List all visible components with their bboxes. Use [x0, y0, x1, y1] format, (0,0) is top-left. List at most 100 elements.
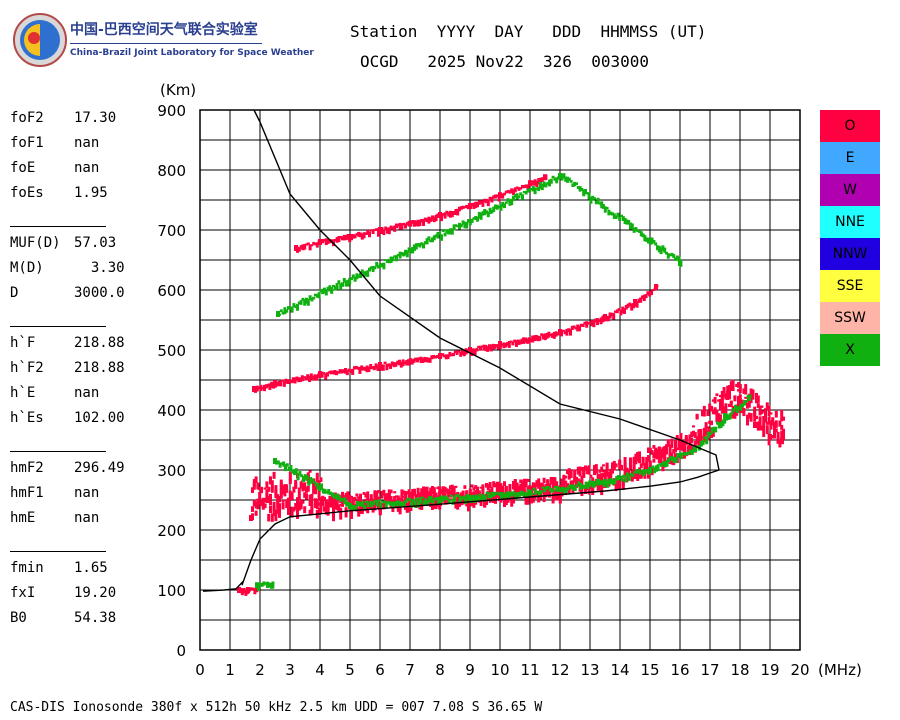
echo-mark-o [448, 351, 452, 357]
echo-mark-x [496, 491, 500, 495]
y-tick-label: 200 [157, 522, 186, 540]
echo-mark-o [393, 491, 397, 494]
echo-mark-x [518, 492, 521, 497]
echo-mark-o [287, 502, 290, 508]
echo-mark-x [478, 493, 482, 499]
footer-info: CAS-DIS Ionosonde 380f x 512h 50 kHz 2.5… [10, 700, 543, 715]
param-label: h`F [10, 335, 36, 351]
echo-mark-x [390, 501, 394, 507]
echo-mark-x [524, 191, 528, 195]
echo-mark-o [285, 484, 289, 491]
echo-mark-o [481, 200, 485, 207]
echo-mark-o [476, 490, 479, 494]
echo-mark-o [303, 506, 307, 514]
param-value: 57.03 [74, 235, 117, 251]
echo-mark-x [398, 251, 402, 259]
echo-mark-x [560, 173, 564, 181]
echo-mark-x [573, 486, 577, 491]
echo-mark-o [477, 345, 481, 349]
echo-mark-o [259, 384, 263, 392]
echo-mark-o [294, 502, 298, 510]
echo-point-o [780, 438, 784, 445]
echo-mark-x [584, 481, 588, 488]
echo-mark-o [512, 189, 515, 196]
echo-mark-o [353, 234, 357, 239]
echo-mark-x [440, 234, 443, 241]
param-label: hmF1 [10, 485, 44, 501]
x-tick-label: 4 [315, 661, 325, 679]
echo-mark-x [456, 225, 460, 228]
echo-mark-o [286, 379, 290, 385]
echo-mark-o [713, 408, 717, 415]
echo-mark-o [515, 340, 518, 347]
echo-mark-x [334, 495, 338, 499]
echo-mark-x [350, 277, 353, 280]
echo-mark-x [609, 211, 613, 216]
echo-mark-o [749, 388, 753, 396]
echo-mark-o [746, 415, 749, 423]
echo-mark-o [737, 395, 740, 408]
echo-mark-x [640, 469, 644, 473]
echo-mark-x [296, 473, 300, 481]
echo-mark-o [643, 463, 647, 467]
echo-point-o [558, 329, 562, 335]
echo-mark-o [449, 490, 452, 498]
echo-mark-o [479, 498, 483, 507]
echo-mark-o [405, 503, 409, 513]
echo-mark-o [364, 232, 368, 235]
echo-mark-o [475, 347, 479, 352]
echo-mark-o [384, 494, 388, 506]
echo-mark-o [400, 223, 404, 230]
echo-mark-o [551, 333, 554, 338]
echo-mark-o [486, 346, 490, 352]
echo-mark-o [258, 491, 262, 495]
echo-mark-o [534, 334, 538, 341]
echo-mark-x [690, 449, 694, 455]
echo-mark-o [675, 434, 679, 441]
echo-mark-o [663, 452, 667, 460]
echo-mark-x [598, 202, 602, 205]
echo-mark-o [504, 343, 508, 348]
echo-mark-o [429, 217, 433, 222]
echo-mark-o [596, 318, 599, 326]
echo-mark-x [645, 469, 649, 473]
x-tick-label: 18 [730, 661, 749, 679]
echo-mark-o [778, 439, 782, 445]
param-value: 1.65 [74, 560, 108, 576]
echo-mark-o [472, 499, 476, 508]
echo-mark-o [261, 505, 265, 509]
echo-mark-x [674, 456, 678, 463]
echo-mark-x [661, 245, 665, 251]
echo-mark-o [710, 420, 713, 426]
echo-mark-o [512, 481, 515, 490]
y-tick-label: 300 [157, 462, 186, 480]
echo-mark-o [305, 243, 308, 246]
echo-mark-o [274, 489, 278, 499]
echo-mark-o [551, 482, 555, 493]
echo-mark-o [312, 241, 316, 245]
echo-mark-x [471, 494, 475, 500]
echo-mark-x [321, 488, 325, 494]
echo-mark-x [387, 258, 391, 264]
echo-mark-o [638, 457, 641, 464]
echo-mark-x [486, 211, 490, 218]
echo-mark-o [389, 489, 393, 494]
echo-point-o [708, 428, 712, 434]
echo-mark-o [333, 370, 337, 375]
echo-mark-x [627, 220, 631, 225]
echo-mark-o [301, 482, 305, 492]
echo-mark-o [481, 487, 485, 492]
echo-mark-x [459, 224, 463, 228]
echo-mark-o [347, 368, 351, 372]
echo-mark-o [335, 497, 339, 507]
echo-mark-x [521, 491, 525, 496]
echo-mark-x [672, 457, 676, 463]
echo-mark-o [666, 439, 670, 447]
echo-mark-x [701, 439, 705, 446]
echo-mark-x [721, 419, 725, 427]
echo-mark-o [650, 449, 654, 453]
echo-mark-o [447, 489, 451, 498]
echo-mark-x [462, 495, 466, 499]
echo-mark-o [386, 227, 389, 234]
logo-divider [70, 43, 262, 44]
